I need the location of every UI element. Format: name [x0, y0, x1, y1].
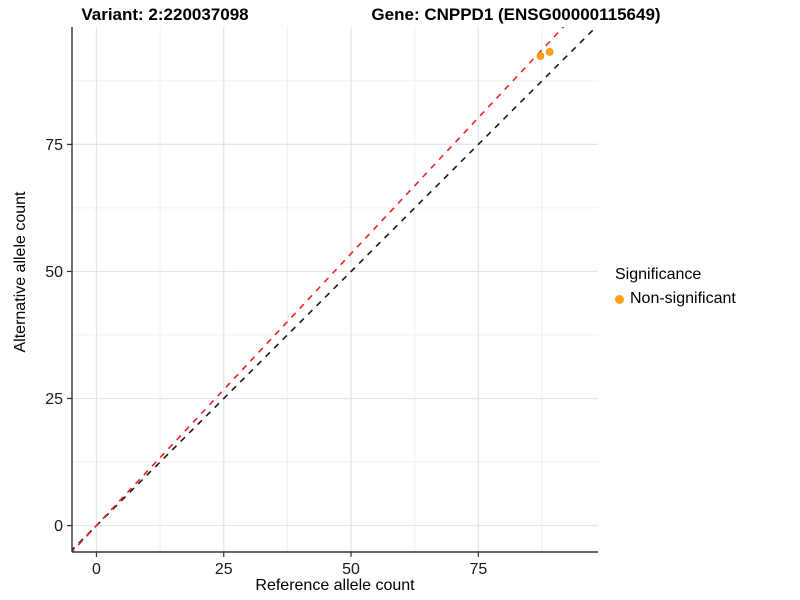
legend: Significance Non-significant — [615, 266, 736, 308]
gene-title: Gene: CNPPD1 (ENSG00000115649) — [371, 5, 661, 24]
legend-point-icon — [615, 294, 624, 304]
x-axis-title: Reference allele count — [255, 577, 415, 594]
legend-item-label: Non-significant — [630, 290, 736, 307]
x-tick-label: 50 — [342, 561, 360, 578]
abline-group — [72, 27, 598, 552]
x-tick-label: 75 — [469, 561, 487, 578]
variant-title: Variant: 2:220037098 — [81, 5, 249, 24]
y-tick-label: 50 — [45, 264, 63, 281]
data-point — [545, 48, 554, 56]
y-tick-label: 25 — [45, 391, 63, 408]
identity-line — [72, 27, 598, 552]
x-tick-label: 25 — [215, 561, 233, 578]
data-point — [536, 52, 545, 60]
legend-title: Significance — [615, 266, 702, 283]
y-axis-title: Alternative allele count — [12, 191, 29, 353]
y-tick-label: 75 — [45, 137, 63, 154]
legend-item: Non-significant — [615, 290, 736, 308]
y-tick-label: 0 — [54, 518, 63, 535]
fit-line — [72, 27, 565, 552]
x-tick-label: 0 — [92, 561, 101, 578]
